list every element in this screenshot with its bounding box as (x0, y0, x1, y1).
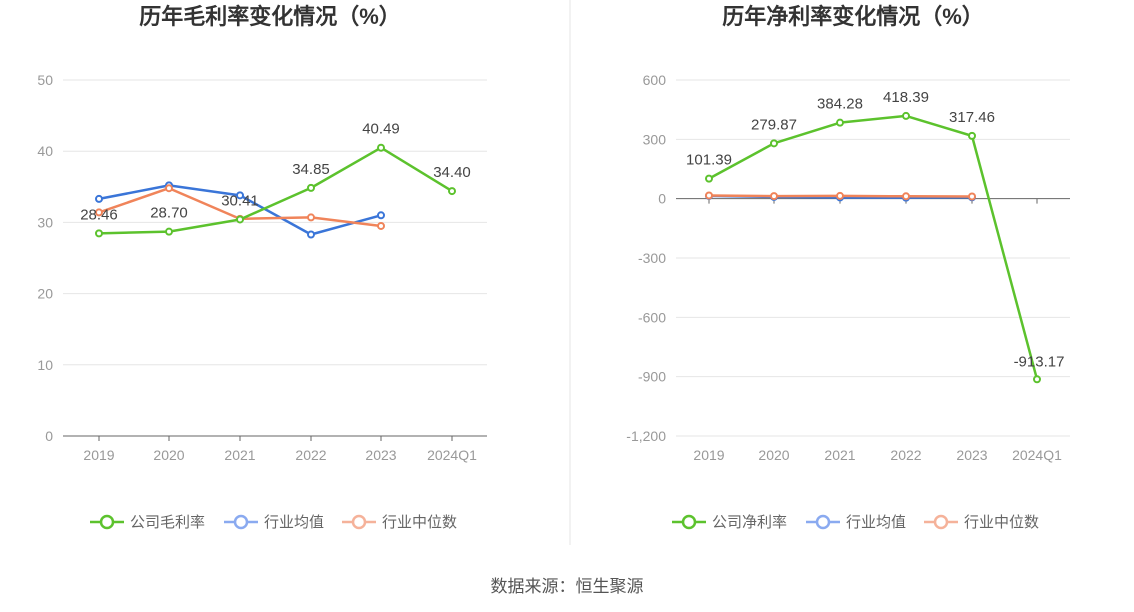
net-margin-chart-title: 历年净利率变化情况（%） (722, 4, 984, 29)
data-point-0 (968, 131, 976, 140)
data-label: 418.39 (883, 89, 929, 106)
x-tick-label: 2023 (956, 447, 987, 463)
legend-marker (99, 514, 115, 530)
x-tick-label: 2021 (224, 447, 255, 463)
y-tick-label: 50 (37, 72, 53, 88)
legend-marker (681, 514, 697, 530)
legend-label: 行业中位数 (382, 514, 457, 531)
x-tick-label: 2021 (824, 447, 855, 463)
data-point-0 (1033, 375, 1041, 384)
data-label: 34.85 (292, 161, 330, 178)
data-point-0 (377, 143, 385, 152)
data-label: 28.70 (150, 205, 188, 222)
legend-marker (933, 514, 949, 530)
data-point-0 (95, 229, 103, 238)
data-point-2 (307, 213, 315, 222)
legend-label: 行业均值 (264, 514, 324, 531)
data-point-0 (705, 174, 713, 183)
y-tick-label: 600 (643, 72, 667, 88)
legend-marker (815, 514, 831, 530)
legend-label: 公司净利率 (712, 514, 787, 531)
x-tick-label: 2023 (365, 447, 396, 463)
data-label: 279.87 (751, 116, 797, 133)
data-point-2 (902, 192, 910, 201)
x-tick-label: 2024Q1 (1012, 447, 1062, 463)
series-line-0 (98, 146, 453, 235)
legend-label: 行业均值 (846, 514, 906, 531)
data-point-2 (968, 192, 976, 201)
data-point-1 (95, 194, 103, 203)
data-point-1 (377, 211, 385, 220)
data-label: -913.17 (1014, 353, 1065, 370)
y-tick-label: 10 (37, 357, 53, 373)
data-point-0 (770, 139, 778, 148)
net-margin-chart: 历年净利率变化情况（%） -1,200 -900 -600 -300 0 300 600 20… (626, 4, 1070, 531)
y-tick-label: -300 (638, 250, 666, 266)
data-point-0 (307, 183, 315, 192)
data-label: 30.41 (221, 192, 259, 209)
data-label: 101.39 (686, 152, 732, 169)
x-tick-label: 2022 (295, 447, 326, 463)
data-point-2 (705, 191, 713, 200)
gross-margin-chart-title: 历年毛利率变化情况（%） (139, 4, 401, 29)
y-tick-label: 300 (643, 131, 667, 147)
legend-label: 行业中位数 (964, 514, 1039, 531)
y-tick-label: 0 (658, 191, 666, 207)
data-source: 数据来源：恒生聚源 (491, 577, 644, 596)
y-tick-label: 40 (37, 143, 53, 159)
data-point-0 (236, 215, 244, 224)
data-point-2 (836, 191, 844, 200)
data-label: 384.28 (817, 96, 863, 113)
x-tick-label: 2019 (83, 447, 114, 463)
x-tick-label: 2020 (153, 447, 184, 463)
x-tick-label: 2019 (693, 447, 724, 463)
data-point-0 (165, 227, 173, 236)
series-line-0 (708, 114, 1039, 380)
x-tick-label: 2024Q1 (427, 447, 477, 463)
data-point-2 (95, 208, 103, 217)
data-point-0 (836, 118, 844, 127)
data-point-2 (165, 184, 173, 193)
data-label: 34.40 (433, 164, 471, 181)
y-tick-label: -900 (638, 369, 666, 385)
data-point-0 (448, 187, 456, 196)
y-tick-label: 0 (45, 428, 53, 444)
data-label: 317.46 (949, 109, 995, 126)
data-point-1 (307, 230, 315, 239)
legend-marker (233, 514, 249, 530)
data-label: 40.49 (362, 121, 400, 138)
data-point-2 (377, 221, 385, 230)
legend-marker (351, 514, 367, 530)
y-tick-label: 30 (37, 214, 53, 230)
data-point-1 (236, 191, 244, 200)
y-tick-label: -600 (638, 309, 666, 325)
y-tick-label: -1,200 (626, 428, 666, 444)
data-label: 28.46 (80, 206, 118, 223)
data-point-0 (902, 111, 910, 120)
y-tick-label: 20 (37, 286, 53, 302)
legend-label: 公司毛利率 (130, 514, 205, 531)
gross-margin-chart: 历年毛利率变化情况（%） 0 10 20 30 40 50 2019 2020 2021 2022… (37, 4, 487, 531)
x-tick-label: 2020 (758, 447, 789, 463)
data-point-2 (770, 192, 778, 201)
x-tick-label: 2022 (890, 447, 921, 463)
